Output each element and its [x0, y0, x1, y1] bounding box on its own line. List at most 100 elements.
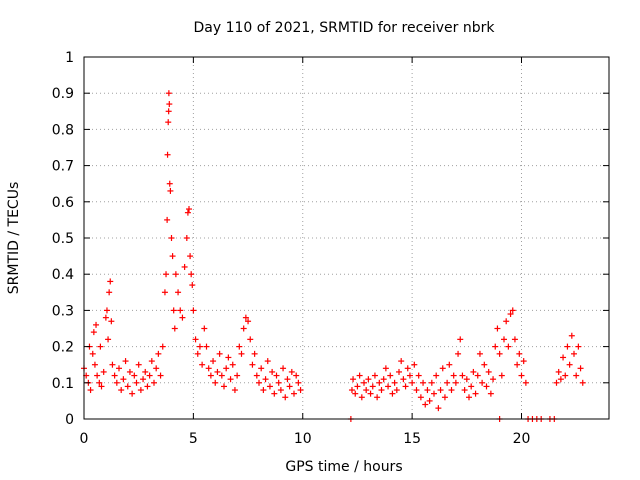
- data-point: [166, 101, 172, 107]
- data-points: [81, 90, 586, 422]
- chart-title: Day 110 of 2021, SRMTID for receiver nbr…: [193, 20, 495, 36]
- data-point: [438, 387, 444, 393]
- data-point: [512, 336, 518, 342]
- data-point: [175, 289, 181, 295]
- y-tick-labels: 0 0.1 0.2 0.3 0.4 0.5 0.6 0.7 0.8 0.9 1: [52, 50, 74, 428]
- data-point: [223, 365, 229, 371]
- data-point: [217, 351, 223, 357]
- data-point: [396, 369, 402, 375]
- data-point: [171, 307, 177, 313]
- data-point: [232, 387, 238, 393]
- data-point: [94, 373, 100, 379]
- data-point: [444, 380, 450, 386]
- data-point: [453, 380, 459, 386]
- data-point: [488, 391, 494, 397]
- data-point: [374, 394, 380, 400]
- data-point: [241, 326, 247, 332]
- data-point: [411, 362, 417, 368]
- data-point: [163, 271, 169, 277]
- data-point: [578, 365, 584, 371]
- data-point: [564, 344, 570, 350]
- data-point: [556, 369, 562, 375]
- data-point: [165, 119, 171, 125]
- data-point: [359, 394, 365, 400]
- data-point: [239, 351, 245, 357]
- y-tick-label: 0.9: [52, 86, 74, 102]
- data-point: [151, 380, 157, 386]
- data-point: [435, 405, 441, 411]
- data-point: [278, 387, 284, 393]
- data-point: [120, 376, 126, 382]
- data-point: [188, 271, 194, 277]
- ticks: [84, 57, 609, 419]
- data-point: [260, 387, 266, 393]
- data-point: [420, 380, 426, 386]
- data-point: [131, 373, 137, 379]
- data-point: [462, 387, 468, 393]
- data-point: [172, 326, 178, 332]
- data-point: [153, 365, 159, 371]
- data-point: [129, 391, 135, 397]
- data-point: [433, 373, 439, 379]
- data-point: [254, 373, 260, 379]
- x-tick-label: 15: [403, 431, 421, 447]
- data-point: [361, 380, 367, 386]
- data-point: [451, 373, 457, 379]
- data-point: [158, 373, 164, 379]
- data-point: [212, 380, 218, 386]
- data-point: [103, 315, 109, 321]
- data-point: [136, 362, 142, 368]
- data-point: [368, 391, 374, 397]
- data-point: [569, 333, 575, 339]
- data-point: [225, 354, 231, 360]
- data-point: [282, 394, 288, 400]
- data-point: [173, 271, 179, 277]
- data-point: [486, 369, 492, 375]
- data-point: [187, 253, 193, 259]
- data-point: [466, 394, 472, 400]
- data-point: [372, 373, 378, 379]
- data-point: [206, 365, 212, 371]
- data-point: [481, 362, 487, 368]
- data-point: [106, 289, 112, 295]
- data-point: [291, 391, 297, 397]
- data-point: [295, 380, 301, 386]
- data-point: [184, 235, 190, 241]
- data-point: [116, 365, 122, 371]
- data-point: [376, 380, 382, 386]
- y-tick-label: 0.7: [52, 159, 74, 175]
- data-point: [503, 318, 509, 324]
- data-point: [422, 402, 428, 408]
- data-point: [370, 383, 376, 389]
- data-point: [127, 369, 133, 375]
- x-axis-title: GPS time / hours: [285, 459, 402, 475]
- data-point: [155, 351, 161, 357]
- data-point: [221, 383, 227, 389]
- data-point: [470, 369, 476, 375]
- data-point: [381, 376, 387, 382]
- data-point: [484, 383, 490, 389]
- data-point: [403, 383, 409, 389]
- data-point: [477, 351, 483, 357]
- data-point: [185, 210, 191, 216]
- data-point: [197, 344, 203, 350]
- data-point: [234, 373, 240, 379]
- data-point: [252, 351, 258, 357]
- data-point: [219, 373, 225, 379]
- data-point: [108, 318, 114, 324]
- y-tick-label: 1: [65, 50, 74, 66]
- data-point: [416, 373, 422, 379]
- data-point: [442, 394, 448, 400]
- data-point: [387, 373, 393, 379]
- data-point: [490, 376, 496, 382]
- data-point: [424, 387, 430, 393]
- data-point: [352, 391, 358, 397]
- data-point: [267, 383, 273, 389]
- data-point: [189, 282, 195, 288]
- data-point: [363, 387, 369, 393]
- data-point: [409, 380, 415, 386]
- data-point: [164, 217, 170, 223]
- data-point: [101, 369, 107, 375]
- data-point: [562, 373, 568, 379]
- data-point: [475, 373, 481, 379]
